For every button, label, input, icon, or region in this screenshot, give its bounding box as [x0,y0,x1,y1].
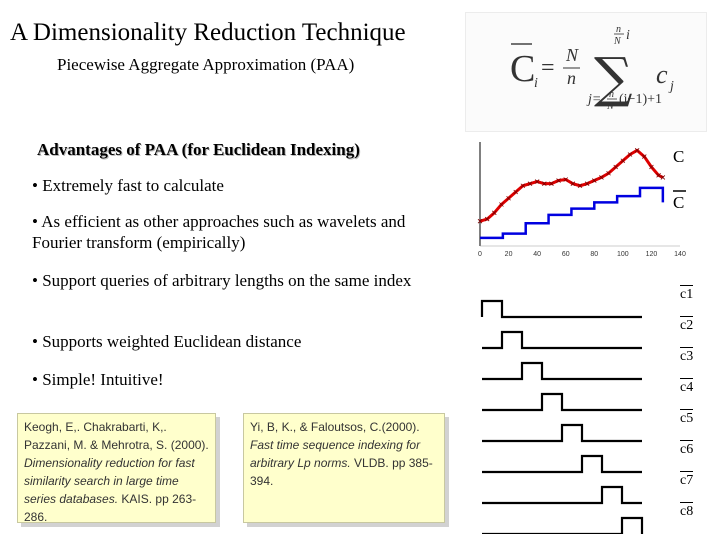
series-cbar-steps [480,186,665,240]
series-c-label: C [673,147,684,166]
series-c-point [627,152,633,157]
reference-keogh-venue: KAIS. pp 263-286. [24,492,197,524]
series-c-point [592,178,597,183]
basis-label-c8: c8 [680,502,694,519]
formula-upper-den: N [613,36,622,47]
series-c-point [534,179,540,184]
series-c-point [570,181,576,186]
formula-lhs: C [510,48,535,90]
series-c-point [620,158,626,164]
basis-function-c2 [482,330,642,350]
series-c-point [649,164,654,170]
series-c-point [563,177,568,182]
reference-yi-title: Fast time sequence indexing for arbitrar… [250,438,421,470]
basis-svg [480,299,644,534]
basis-label-c6: c6 [680,440,694,457]
basis-label-c4: c4 [680,378,694,395]
chart-labels: CC [673,147,686,212]
basis-label-c3: c3 [680,347,694,364]
formula-lhs-sub: i [534,76,538,91]
x-tick-label: 80 [590,251,598,258]
series-c-point [542,181,547,186]
formula-summand-sub: j [668,79,674,94]
formula-frac-den: n [567,68,576,88]
basis-function-c7 [482,485,642,505]
bullet-efficient: • As efficient as other approaches such … [32,212,406,252]
series-c-point [492,210,497,216]
series-c-point [656,173,661,178]
x-tick-label: 140 [674,251,686,258]
bullet-arbitrary-lengths: • Support queries of arbitrary lengths o… [32,271,412,290]
x-tick-label: 120 [646,251,658,258]
basis-function-c1 [480,299,642,319]
formula-upper-num: n [616,24,621,35]
basis-label-c2: c2 [680,316,694,333]
reference-yi-authors: Yi, B, K., & Faloutsos, C.(2000). [250,420,420,434]
bullet-simple: • Simple! Intuitive! [32,370,164,389]
formula-lower-num: n [609,89,614,100]
bullet-weighted-distance: • Supports weighted Euclidean distance [32,332,302,351]
reference-keogh: Keogh, E,. Chakrabarti, K,. Pazzani, M. … [17,413,216,524]
series-c-point [634,148,640,153]
formula-lower-den: N [606,101,615,112]
series-c-point [549,181,554,186]
chart-series [477,148,666,240]
series-c-point [599,175,604,180]
series-c-point [527,181,533,186]
formula-frac-num: N [565,45,579,65]
x-tick-label: 0 [478,251,482,258]
series-c-point [577,183,583,189]
bullet-fast: • Extremely fast to calculate [32,176,224,195]
chart-axes: 0 20 40 60 80 100 120 140 [478,142,686,258]
basis-label-c5: c5 [680,409,694,426]
series-c-point [506,195,511,201]
basis-label-c7: c7 [680,471,694,488]
advantages-heading: Advantages of PAA (for Euclidean Indexin… [37,140,360,159]
reference-yi-venue: VLDB. pp 385-394. [250,456,433,488]
series-c-point [520,183,526,189]
paa-basis-functions: c1 c2 c3 c4 c5 c6 c7 c8 [474,272,714,534]
basis-function-c3 [482,361,642,381]
basis-label-c1: c1 [680,285,694,302]
x-tick-label: 40 [533,251,541,258]
reference-yi-faloutsos: Yi, B, K., & Faloutsos, C.(2000). Fast t… [243,413,445,523]
x-tick-label: 100 [617,251,629,258]
formula-lower-tail: (i−1)+1 [619,92,662,107]
series-c-point [499,202,504,207]
reference-keogh-title: Dimensionality reduction for fast simila… [24,456,195,506]
formula-sigma: ∑ [594,46,633,109]
series-c-point [584,181,590,186]
formula-summand: c [656,60,668,89]
series-c-point [642,154,647,159]
series-c-point [660,175,666,180]
series-c-point [513,189,518,195]
page-title: A Dimensionality Reduction Technique [10,19,406,46]
paa-formula: C i = N n n N i ∑ c j j= n N (i−1)+1 [465,12,707,132]
x-tick-label: 20 [505,251,513,258]
series-cbar-label: C [673,193,684,212]
paa-line-chart: 0 20 40 60 80 100 120 140 CC [477,142,686,258]
formula-equals: = [541,55,555,81]
formula-lower: j= [586,92,601,107]
series-c-point [484,216,490,222]
x-tick-label: 60 [562,251,570,258]
series-c-point [556,178,561,183]
basis-function-c4 [482,392,642,412]
basis-function-c8 [482,516,644,534]
formula-upper-i: i [626,28,630,43]
series-c-point [613,164,618,170]
reference-keogh-authors: Keogh, E,. Chakrabarti, K,. Pazzani, M. … [24,420,209,452]
page-subtitle: Piecewise Aggregate Approximation (PAA) [57,55,355,74]
series-c-point [477,218,483,224]
series-c-point [606,170,611,176]
formula-svg: C i = N n n N i ∑ c j j= n N (i−1)+1 [510,24,674,112]
basis-function-c5 [482,423,642,443]
basis-function-c6 [482,454,642,474]
